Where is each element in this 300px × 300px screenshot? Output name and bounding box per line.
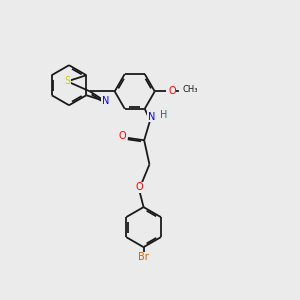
Text: CH₃: CH₃ [182, 85, 198, 94]
Text: N: N [102, 96, 109, 106]
Text: N: N [148, 112, 155, 122]
Text: S: S [64, 76, 70, 86]
Text: H: H [160, 110, 167, 120]
Text: O: O [136, 182, 143, 192]
Text: Br: Br [138, 252, 149, 262]
Text: O: O [168, 86, 176, 96]
Text: O: O [119, 131, 127, 141]
